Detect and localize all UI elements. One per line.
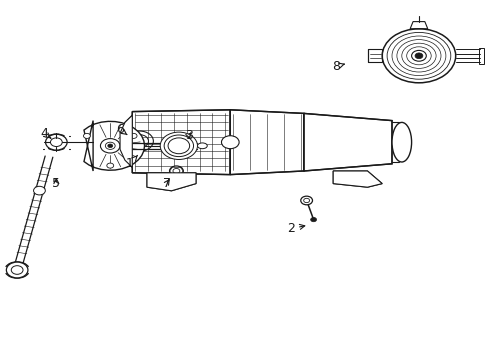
Text: 8: 8 <box>332 60 344 73</box>
Circle shape <box>301 196 313 205</box>
Circle shape <box>130 134 137 139</box>
Ellipse shape <box>197 143 207 149</box>
Text: 5: 5 <box>52 177 60 190</box>
Circle shape <box>11 266 23 274</box>
Circle shape <box>108 144 113 148</box>
Circle shape <box>83 134 90 139</box>
Circle shape <box>168 138 190 154</box>
Circle shape <box>50 138 62 147</box>
Polygon shape <box>230 110 304 175</box>
Text: 4: 4 <box>40 127 51 140</box>
Circle shape <box>107 163 114 168</box>
Polygon shape <box>120 115 132 167</box>
Circle shape <box>160 132 197 159</box>
Text: 3: 3 <box>185 129 193 141</box>
Polygon shape <box>147 173 196 191</box>
Text: 6: 6 <box>116 123 127 136</box>
Circle shape <box>46 134 67 150</box>
Polygon shape <box>84 121 145 171</box>
Circle shape <box>172 141 185 150</box>
Ellipse shape <box>392 122 412 162</box>
Polygon shape <box>333 171 382 187</box>
Circle shape <box>6 262 28 278</box>
Circle shape <box>33 186 46 195</box>
Circle shape <box>176 144 182 148</box>
Text: 2: 2 <box>288 222 305 235</box>
Circle shape <box>415 53 423 59</box>
Polygon shape <box>304 113 392 171</box>
Circle shape <box>311 217 317 222</box>
Polygon shape <box>132 110 230 175</box>
Circle shape <box>173 168 180 174</box>
Circle shape <box>105 142 115 149</box>
Circle shape <box>221 136 239 149</box>
Circle shape <box>170 166 183 176</box>
Circle shape <box>164 135 194 157</box>
Text: 7: 7 <box>163 177 171 190</box>
Text: 1: 1 <box>126 156 138 170</box>
Circle shape <box>100 139 120 153</box>
